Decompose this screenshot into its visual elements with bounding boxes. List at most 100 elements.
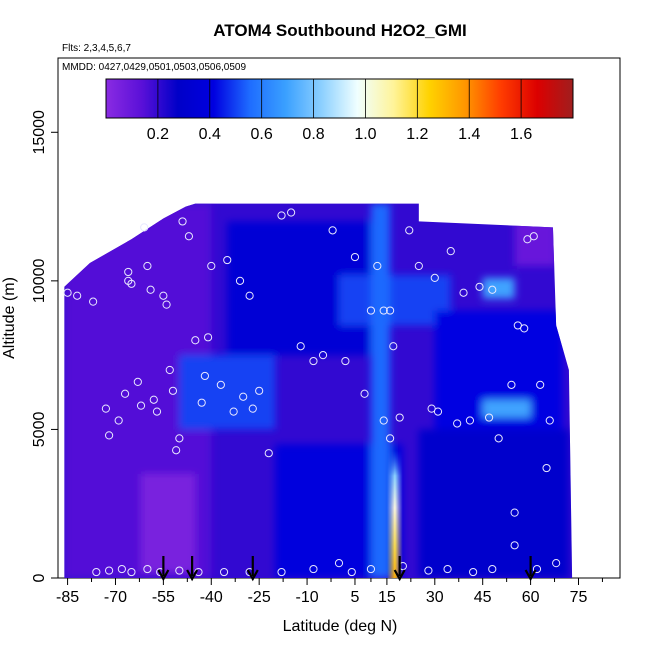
observation-point: [520, 324, 529, 333]
x-tick-label: 75: [570, 589, 588, 606]
x-tick-label: 30: [426, 589, 444, 606]
observation-point: [140, 223, 149, 232]
observation-point: [245, 291, 254, 300]
observation-point: [542, 463, 551, 473]
observation-point: [104, 566, 114, 575]
flight-arrow-head: [393, 569, 406, 582]
observation-point: [360, 389, 369, 398]
colorbar-tick-label: 1.4: [458, 126, 480, 143]
observation-point: [133, 377, 142, 386]
colorbar-tick-label: 0.6: [251, 126, 273, 143]
observation-point: [414, 261, 423, 271]
y-axis-label: Altitude (m): [1, 277, 18, 359]
observation-point: [529, 232, 538, 241]
observation-point: [191, 336, 200, 345]
observation-point: [219, 567, 229, 577]
observation-point: [165, 365, 174, 375]
observation-point: [124, 276, 133, 285]
observation-point: [545, 416, 554, 425]
observation-point: [510, 508, 519, 517]
observation-point: [175, 434, 184, 443]
observation-point: [207, 261, 216, 271]
observation-point: [328, 226, 337, 235]
colorbar-tick-label: 1.6: [510, 126, 532, 143]
observation-point: [101, 404, 110, 413]
observation-point: [162, 300, 171, 309]
observation-point: [488, 564, 497, 574]
observation-points: [63, 208, 561, 577]
observation-point: [347, 567, 356, 577]
observation-point: [152, 407, 162, 416]
observation-point: [385, 306, 395, 315]
plume-band: [386, 450, 403, 578]
x-tick-label: -40: [200, 589, 223, 606]
colorbar-tick-label: 1.2: [406, 126, 428, 143]
observation-point: [136, 401, 146, 410]
y-tick-label: 15000: [31, 110, 48, 155]
observation-point: [277, 211, 286, 220]
observation-point: [120, 389, 130, 398]
observation-point: [197, 398, 206, 407]
x-tick-label: -10: [296, 589, 319, 606]
observation-point: [309, 564, 318, 574]
observation-point: [385, 434, 395, 443]
flight-arrow-head: [186, 569, 199, 582]
flights-label: Flts: 2,3,4,5,6,7: [62, 43, 131, 54]
observation-point: [264, 449, 273, 458]
field-region: [339, 274, 451, 326]
observation-point: [373, 261, 382, 271]
observation-point: [389, 342, 398, 351]
observation-point: [287, 208, 296, 217]
observation-point: [178, 217, 187, 226]
field-region: [370, 203, 391, 578]
observation-point: [277, 567, 286, 577]
observation-point: [318, 351, 328, 360]
observation-point: [532, 564, 542, 574]
observation-point: [552, 559, 561, 568]
field-region: [141, 474, 196, 573]
chart-title: ATOM4 Southbound H2O2_GMI: [213, 21, 466, 40]
observation-point: [117, 564, 126, 574]
observation-point: [459, 288, 468, 297]
observation-point: [488, 285, 497, 294]
observation-point: [484, 413, 494, 422]
y-axis: 0 5000 10000 15000: [31, 110, 58, 582]
x-tick-label: -70: [104, 589, 127, 606]
observation-point: [350, 252, 360, 262]
observation-point: [465, 416, 475, 425]
observation-point: [89, 297, 98, 306]
x-axis-label: Latitude (deg N): [283, 618, 398, 635]
observation-point: [510, 541, 519, 550]
observation-point: [433, 407, 443, 416]
x-axis: -85 -70 -55 -40 -25 -10 5 15 30 45 60 75: [56, 578, 603, 606]
observation-point: [114, 416, 123, 425]
observation-point: [216, 380, 225, 389]
observation-point: [172, 446, 181, 455]
x-tick-label: 15: [378, 589, 396, 606]
field-region: [482, 277, 515, 299]
observation-point: [255, 386, 264, 395]
y-tick-label: 10000: [31, 259, 48, 304]
y-tick-label: 5000: [31, 412, 48, 448]
colorbar: 0.2 0.4 0.6 0.8 1.0 1.2 1.4 1.6: [105, 78, 574, 143]
observation-point: [475, 282, 484, 291]
colorbar-tick-label: 0.4: [199, 126, 221, 143]
observation-point: [146, 285, 155, 294]
x-tick-label: 60: [522, 589, 540, 606]
observation-point: [73, 291, 82, 300]
observation-point: [446, 247, 455, 256]
x-tick-label: -55: [152, 589, 175, 606]
observation-point: [248, 404, 257, 413]
x-tick-label: 45: [474, 589, 492, 606]
observation-point: [92, 567, 101, 577]
colorbar-gradient: [105, 78, 574, 119]
field-region: [514, 221, 557, 266]
observation-point: [124, 267, 133, 277]
colorbar-tick-label: 1.0: [354, 126, 376, 143]
y-tick-label: 0: [31, 573, 48, 582]
observation-point: [309, 356, 318, 366]
observation-point: [366, 564, 376, 574]
observation-point: [104, 431, 114, 440]
dates-label: MMDD: 0427,0429,0501,0503,0506,0509: [62, 62, 246, 73]
observation-point: [536, 380, 545, 389]
